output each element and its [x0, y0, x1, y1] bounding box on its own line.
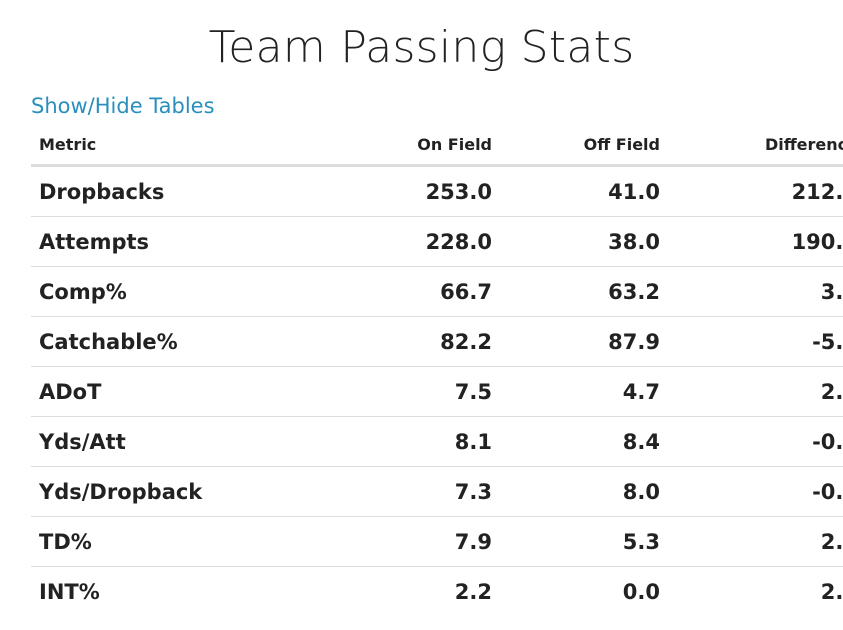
difference-cell: 212.0 — [668, 165, 843, 217]
metric-cell: Yds/Dropback — [31, 466, 247, 517]
metric-cell: Catchable% — [31, 316, 247, 367]
off-field-cell: 41.0 — [500, 165, 668, 217]
metric-cell: ADoT — [31, 366, 247, 417]
metric-cell: TD% — [31, 516, 247, 567]
passing-stats-table: Metric On Field Off Field Difference Dro… — [31, 124, 843, 616]
header-metric[interactable]: Metric — [31, 124, 247, 167]
difference-cell: 2.2 — [820, 579, 843, 604]
table-row: INT% 2.2 0.0 2.2 — [31, 567, 843, 617]
page-title: Team Passing Stats — [208, 22, 635, 73]
table-row: TD%7.95.32.6 — [31, 516, 843, 567]
metric-cell: Dropbacks — [31, 165, 247, 217]
on-field-cell: 66.7 — [247, 266, 500, 317]
on-field-cell: 7.3 — [247, 466, 500, 517]
off-field-cell: 38.0 — [500, 216, 668, 267]
table-row: Comp%66.763.23.5 — [31, 266, 843, 317]
table-row: Catchable%82.287.9-5.7 — [31, 316, 843, 367]
on-field-cell: 2.2 — [454, 579, 492, 604]
difference-cell: 2.6 — [668, 516, 843, 567]
on-field-cell: 7.5 — [247, 366, 500, 417]
difference-cell: 190.0 — [668, 216, 843, 267]
table-body: Dropbacks253.041.0212.0Attempts228.038.0… — [31, 165, 843, 617]
difference-cell: -0.7 — [668, 466, 843, 517]
on-field-cell: 253.0 — [247, 165, 500, 217]
on-field-cell: 7.9 — [247, 516, 500, 567]
on-field-cell: 82.2 — [247, 316, 500, 367]
header-difference[interactable]: Difference — [668, 124, 843, 167]
off-field-cell: 87.9 — [500, 316, 668, 367]
difference-cell: -0.3 — [668, 416, 843, 467]
off-field-cell: 0.0 — [622, 579, 660, 604]
off-field-cell: 63.2 — [500, 266, 668, 317]
table-header-row: Metric On Field Off Field Difference — [31, 124, 843, 167]
on-field-cell: 8.1 — [247, 416, 500, 467]
metric-cell: INT% — [39, 579, 100, 604]
on-field-cell: 228.0 — [247, 216, 500, 267]
show-hide-tables-link[interactable]: Show/Hide Tables — [31, 94, 215, 118]
header-on-field[interactable]: On Field — [247, 124, 500, 167]
off-field-cell: 5.3 — [500, 516, 668, 567]
metric-cell: Yds/Att — [31, 416, 247, 467]
metric-cell: Attempts — [31, 216, 247, 267]
off-field-cell: 8.4 — [500, 416, 668, 467]
difference-cell: -5.7 — [668, 316, 843, 367]
off-field-cell: 4.7 — [500, 366, 668, 417]
off-field-cell: 8.0 — [500, 466, 668, 517]
difference-cell: 2.8 — [668, 366, 843, 417]
metric-cell: Comp% — [31, 266, 247, 317]
header-off-field[interactable]: Off Field — [500, 124, 668, 167]
difference-cell: 3.5 — [668, 266, 843, 317]
